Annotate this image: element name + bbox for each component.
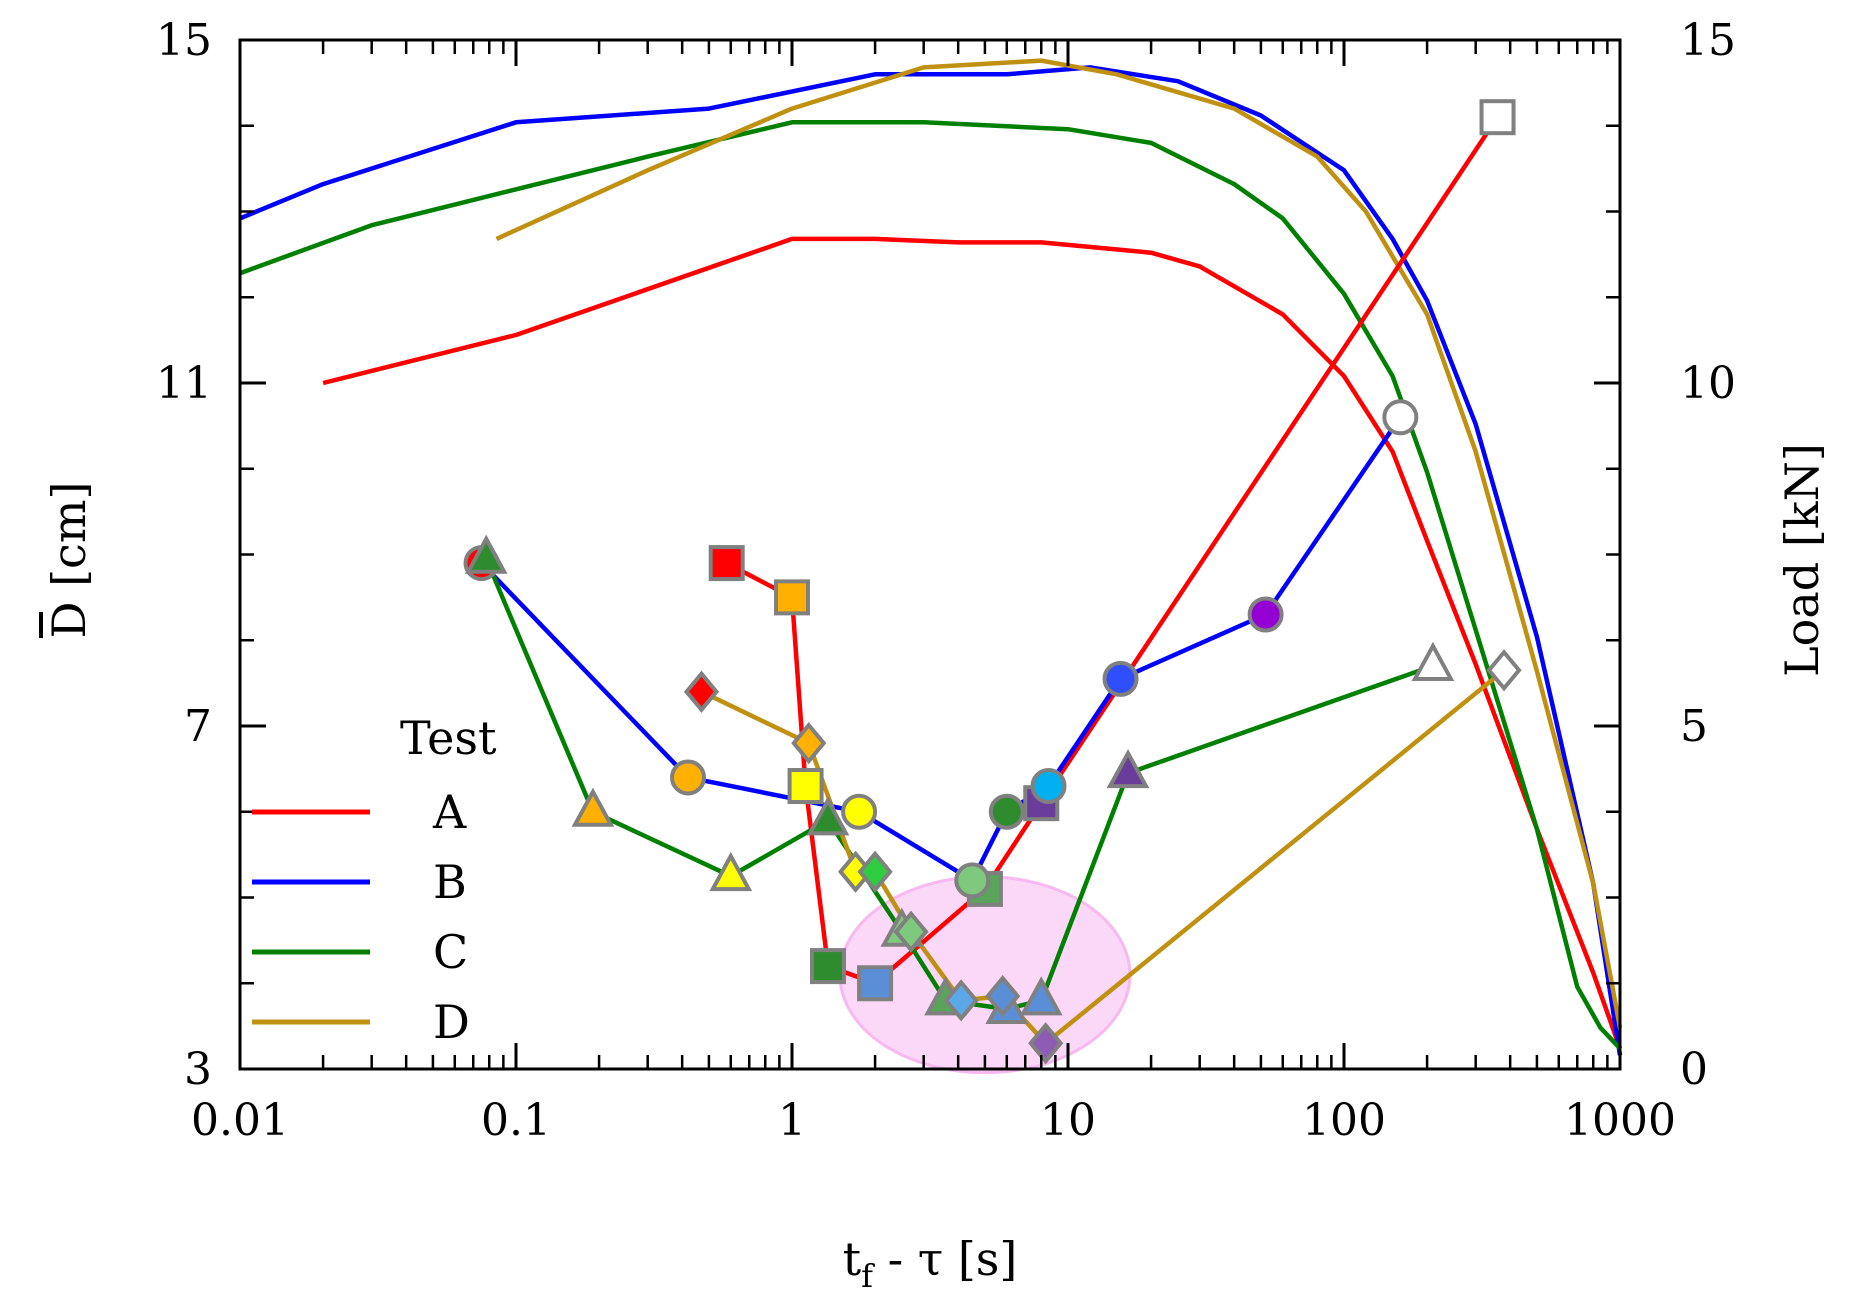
y-axis-label-group: D [cm] (39, 482, 96, 639)
x-tick-label: 10 (1040, 1095, 1096, 1146)
marker-C-9 (1411, 641, 1455, 681)
diameter-curves (463, 99, 1522, 1065)
marker-D-3 (857, 850, 893, 893)
marker-B-8 (1382, 399, 1419, 436)
legend-label-A: A (432, 785, 467, 839)
d-curve-C (484, 557, 1434, 1012)
marker-B-2 (841, 793, 878, 830)
marker-A-0 (708, 545, 745, 582)
load-curve-B (239, 65, 1623, 1056)
x-axis-label-main: t (843, 1232, 862, 1286)
marker-D-4 (893, 910, 929, 953)
axes: 0.01 0.1 1 10 100 1000 3 7 11 15 0 5 10 15 (156, 15, 1736, 1146)
marker-A-7 (1479, 99, 1516, 136)
marker-B-7 (1247, 596, 1284, 633)
x-axis-label-sub: f (861, 1257, 875, 1295)
x-axis-label: tf - τ [s] (843, 1232, 1018, 1295)
marker-B-6 (1102, 660, 1139, 697)
marker-D-6 (985, 974, 1021, 1018)
marker-A-2 (787, 768, 824, 805)
y-tick-label: 15 (156, 15, 212, 66)
marker-B-1 (670, 759, 707, 796)
marker-C-8 (1106, 748, 1150, 789)
marker-C-2 (709, 851, 753, 892)
legend-label-D: D (433, 995, 470, 1049)
x-tick-label: 1 (778, 1095, 806, 1146)
x-axis-label-rest: - τ [s] (873, 1232, 1017, 1286)
marker-A-1 (774, 579, 810, 616)
marker-C-1 (571, 787, 615, 827)
marker-D-7 (1028, 1022, 1064, 1065)
legend-label-B: B (433, 855, 467, 909)
load-curve-C (239, 120, 1622, 1050)
y-tick-label: 3 (184, 1044, 212, 1095)
y2-tick-label: 10 (1680, 358, 1736, 409)
load-curves (239, 58, 1623, 1056)
y2-tick-label: 0 (1680, 1044, 1708, 1095)
marker-B-5 (1030, 768, 1067, 805)
marker-C-3 (806, 796, 850, 836)
marker-A-3 (809, 948, 846, 985)
d-curve-B (479, 416, 1403, 883)
marker-D-1 (791, 722, 827, 765)
marker-D-0 (683, 670, 720, 713)
y2-tick-label: 15 (1680, 15, 1736, 66)
marker-D-8 (1486, 649, 1522, 692)
load-curve-A (322, 236, 1623, 1050)
marker-C-0 (464, 534, 508, 574)
x-tick-label: 0.1 (481, 1095, 551, 1146)
legend-title: Test (400, 711, 497, 765)
x-tick-label: 100 (1302, 1095, 1386, 1146)
marker-C-7 (1019, 976, 1063, 1016)
y2-axis-label-group: Load [kN] (1775, 443, 1829, 677)
y-axis-label: D [cm] (42, 482, 96, 639)
marker-B-3 (954, 862, 991, 899)
y-tick-label: 7 (184, 701, 212, 752)
legend-label-C: C (433, 925, 468, 979)
marker-B-4 (988, 793, 1025, 830)
load-curve-D (495, 58, 1623, 1029)
x-tick-label: 1000 (1564, 1095, 1676, 1146)
x-tick-label: 0.01 (191, 1095, 289, 1146)
marker-D-5 (943, 979, 979, 1022)
y2-tick-label: 5 (1680, 701, 1708, 752)
y2-axis-label: Load [kN] (1775, 443, 1829, 677)
marker-A-4 (857, 965, 894, 1002)
y-tick-label: 11 (156, 358, 212, 409)
